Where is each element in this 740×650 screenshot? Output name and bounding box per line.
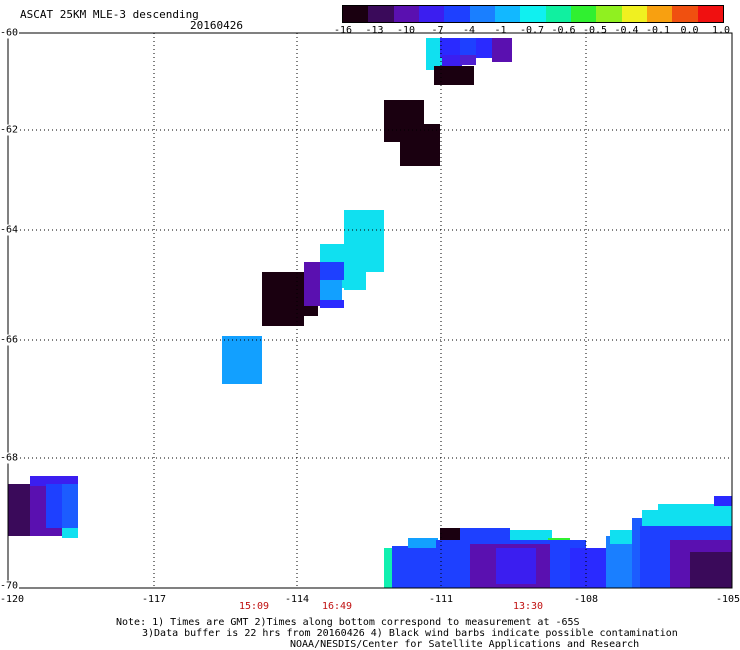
data-cell — [62, 484, 78, 528]
time-label: 16:49 — [321, 601, 353, 612]
color-scale-segment — [418, 6, 445, 22]
data-cell — [460, 38, 476, 58]
data-cell — [658, 504, 732, 514]
color-scale-segment — [545, 6, 571, 22]
color-scale-label: -1 — [494, 25, 507, 36]
data-cell — [610, 530, 636, 544]
color-scale-segment — [520, 6, 546, 22]
color-scale-label: -10 — [396, 25, 416, 36]
data-cell — [384, 548, 392, 588]
data-cell — [344, 210, 384, 272]
color-scale-label: -0.1 — [645, 25, 671, 36]
color-scale-segment — [672, 6, 698, 22]
time-label: 15:09 — [238, 601, 270, 612]
lat-label: -62 — [0, 124, 20, 136]
data-cell — [400, 124, 440, 166]
data-cell — [690, 552, 732, 588]
color-scale-bar — [342, 5, 724, 23]
data-cell — [304, 262, 320, 306]
lat-label: -70 — [0, 580, 20, 592]
footer-note-1: Note: 1) Times are GMT 2)Times along bot… — [116, 617, 580, 628]
lon-label: -120 — [0, 594, 25, 605]
data-cell — [442, 55, 462, 69]
data-cell — [320, 300, 344, 308]
lat-label: -64 — [0, 224, 20, 236]
color-scale-segment — [646, 6, 673, 22]
color-scale-label: -0.6 — [551, 25, 576, 36]
color-scale-segment — [596, 6, 622, 22]
data-cell — [320, 262, 344, 280]
color-scale-label: 0.0 — [680, 25, 699, 36]
data-cell — [30, 476, 78, 486]
color-scale-label: 1.0 — [711, 25, 731, 36]
time-label: 13:30 — [512, 601, 544, 612]
lon-label: -114 — [284, 594, 310, 605]
color-scale-label: -0.5 — [582, 25, 608, 36]
color-scale-label: -0.7 — [519, 25, 545, 36]
data-cell — [344, 262, 366, 290]
map-frame — [7, 32, 733, 589]
data-cell — [222, 336, 262, 384]
data-cell — [392, 546, 436, 588]
color-scale-label: -0.4 — [614, 25, 639, 36]
lat-label: -66 — [0, 334, 20, 346]
data-cell — [8, 484, 30, 536]
color-scale-segment — [343, 6, 369, 22]
data-cell — [426, 38, 442, 70]
data-cell — [496, 548, 536, 584]
data-cell — [434, 66, 474, 85]
data-cell — [492, 38, 512, 62]
color-scale-segment — [621, 6, 647, 22]
data-cell — [320, 280, 342, 300]
product-title: ASCAT 25KM MLE-3 descending — [20, 8, 199, 21]
data-cell — [570, 548, 606, 588]
color-scale-label: -16 — [333, 25, 353, 36]
data-cell — [440, 38, 460, 58]
product-date: 20160426 — [190, 19, 243, 32]
lon-label: -105 — [715, 594, 740, 605]
color-scale-segment — [393, 6, 419, 22]
color-scale-segment — [469, 6, 495, 22]
footer-credit: NOAA/NESDIS/Center for Satellite Applica… — [290, 639, 640, 650]
footer-note-2: 3)Data buffer is 22 hrs from 20160426 4)… — [142, 628, 678, 639]
color-scale-label: -13 — [365, 25, 384, 36]
data-cell — [460, 528, 510, 542]
color-scale-segment — [494, 6, 521, 22]
color-scale-segment — [697, 6, 723, 22]
data-cell — [408, 538, 438, 548]
color-scale-segment — [368, 6, 394, 22]
lat-label: -60 — [0, 27, 20, 39]
data-cell — [262, 272, 304, 326]
data-cell — [62, 528, 78, 538]
data-cell — [510, 530, 552, 542]
data-cell — [714, 496, 732, 506]
color-scale-label: -4 — [462, 25, 476, 36]
color-scale-segment — [570, 6, 597, 22]
lon-label: -117 — [141, 594, 167, 605]
data-cell — [440, 528, 464, 542]
lat-label: -68 — [0, 452, 20, 464]
color-scale-label: -7 — [431, 25, 444, 36]
data-cell — [642, 510, 732, 530]
data-cell — [46, 484, 62, 528]
lon-label: -111 — [428, 594, 454, 605]
data-cell — [302, 306, 318, 316]
lon-label: -108 — [573, 594, 599, 605]
data-cell — [460, 55, 476, 65]
data-cell — [476, 38, 492, 58]
data-cell — [606, 536, 636, 588]
color-scale-segment — [444, 6, 470, 22]
